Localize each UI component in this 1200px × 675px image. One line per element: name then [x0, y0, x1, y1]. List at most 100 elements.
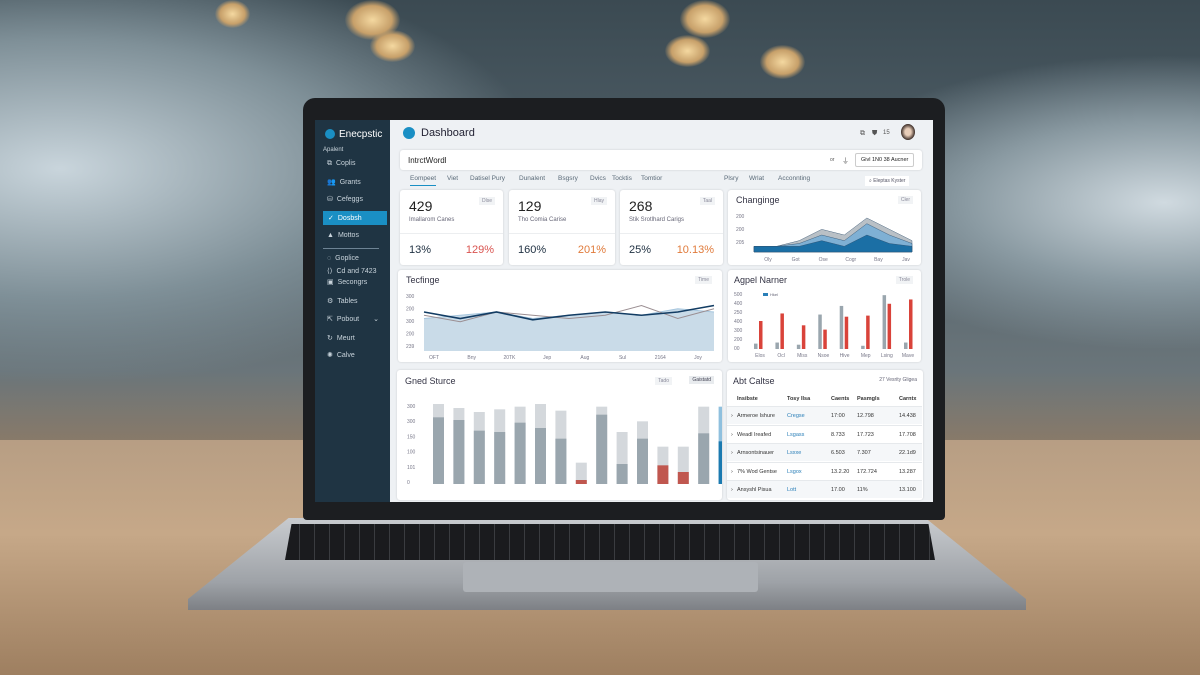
tab-wrlat[interactable]: Wrlat: [749, 175, 765, 182]
sidebar-item-tables[interactable]: ⚙ Tables: [327, 297, 358, 305]
sidebar-item-cd-and-7423[interactable]: ⟨⟩ Cd and 7423: [327, 267, 377, 275]
row-chevron-icon[interactable]: ›: [731, 468, 733, 475]
row-chevron-icon[interactable]: ›: [731, 413, 733, 419]
kpi-change: 201%: [577, 244, 606, 256]
kpi-percent: 160%: [518, 244, 547, 256]
table-row[interactable]: › Arnsontsinauer Lsxxe 6.503 7.307 22.1d9: [727, 443, 922, 461]
check-icon: ✓: [328, 215, 334, 222]
table-cell: Ansyshl Pisua: [737, 487, 772, 493]
card-chip[interactable]: Trole: [895, 276, 913, 284]
kpi-card[interactable]: 129 Tho Comia Carise Hlay 160% 201%: [509, 190, 615, 265]
card-chip[interactable]: Cler: [897, 196, 913, 204]
bar-total: [616, 432, 628, 484]
y-tick-label: 205: [736, 240, 745, 246]
x-tick-label: Miss: [797, 353, 808, 359]
line-series: [423, 304, 715, 323]
y-tick-label: 150: [407, 434, 416, 440]
filter-label: Eleptas: [873, 178, 890, 184]
card-title: Agpel Narner: [734, 275, 788, 285]
y-tick-label: 200: [736, 214, 745, 220]
copy-icon: ⧉: [327, 160, 332, 167]
sidebar-item-label: Mottos: [337, 232, 359, 239]
header-action-button[interactable]: Givl 1N0 38 Aucner: [855, 153, 915, 167]
gear-icon: ⚙: [327, 298, 334, 305]
avatar[interactable]: [901, 124, 915, 140]
card-subtitle: 27 Vesrity Gligea: [879, 377, 917, 383]
tab-plsry[interactable]: Plsry: [724, 175, 739, 182]
tab-viet[interactable]: Viet: [447, 175, 459, 182]
sidebar-item-label: Cd and 7423: [336, 268, 377, 275]
y-tick-label: 300: [734, 328, 743, 334]
bar-segment: [535, 428, 546, 484]
tab-dvics[interactable]: Dvics: [590, 175, 606, 182]
card-chip[interactable]: Time: [695, 276, 712, 284]
table-row[interactable]: › 7% Wod Gentse Lsgox 13.2.20 172.724 13.287: [727, 461, 922, 480]
sidebar-item-coplis[interactable]: ⧉ Coplis: [327, 160, 355, 168]
bar-segment: [637, 438, 648, 484]
tab-acconnting[interactable]: Acconnting: [778, 175, 811, 182]
table-cell: 7.307: [857, 450, 871, 456]
sidebar-item-label: Pobout: [336, 316, 360, 323]
kpi-percent: 25%: [629, 244, 652, 256]
sidebar-item-mottos[interactable]: ▲ Mottos: [323, 232, 379, 249]
y-tick-label: 300: [406, 319, 415, 325]
card-title: Abt Caltse: [733, 376, 775, 386]
search-bar[interactable]: IntrctWordl or ⏚ Givl 1N0 38 Aucner: [400, 150, 922, 170]
divider: [620, 233, 723, 234]
table-row[interactable]: › Ansyshl Pisua Lott 17.00 11% 13.100: [727, 480, 922, 498]
mic-icon[interactable]: ⏚: [842, 158, 849, 165]
column-header: Pasmgls: [857, 396, 880, 402]
tab-dunalent[interactable]: Dunalent: [519, 175, 546, 182]
kpi-change: 129%: [465, 244, 494, 256]
sidebar-item-pobout[interactable]: ⇱ Pobout ⌄: [327, 315, 379, 323]
bar-gray: [839, 305, 844, 349]
kpi-change: 10.13%: [676, 244, 714, 256]
tab-bsgsry[interactable]: Bsgsry: [558, 175, 578, 182]
row-chevron-icon[interactable]: ›: [731, 431, 733, 438]
tab-eompeet[interactable]: Eompeet: [410, 175, 437, 186]
kpi-card[interactable]: 429 Imallarom Canes Dlse 13% 129%: [400, 190, 503, 265]
row-chevron-icon[interactable]: ›: [731, 450, 733, 456]
search-input[interactable]: IntrctWordl: [408, 156, 447, 165]
filter-value: Kyster: [891, 178, 906, 184]
x-tick-label: Ocl: [777, 353, 785, 359]
stacked-action-button[interactable]: Gaistatd: [689, 376, 714, 384]
bar-total: [677, 446, 689, 484]
bar-gray: [904, 342, 908, 349]
chevron-down-icon: ⌄: [373, 316, 379, 323]
tab-tomtior[interactable]: Tomtior: [641, 175, 663, 182]
divider: [323, 248, 379, 249]
y-tick-label: 300: [406, 294, 415, 300]
filter-dropdown[interactable]: ⌕ Eleptas Kyster: [865, 176, 910, 186]
sidebar-item-goplice[interactable]: ◌ Goplice: [327, 255, 359, 262]
keyboard: [285, 524, 935, 560]
x-tick-label: Hive: [840, 353, 850, 359]
sidebar-item-cefeggs[interactable]: ⛁ Cefeggs: [327, 195, 363, 203]
kpi-card[interactable]: 268 Stik Srotlhard Carigs Taal 25% 10.13%: [620, 190, 723, 265]
bar-gray: [754, 343, 758, 349]
row-chevron-icon[interactable]: ›: [731, 487, 733, 493]
copy-icon[interactable]: ⧉: [860, 130, 865, 137]
sidebar-item-calve[interactable]: ✺ Calve: [327, 351, 355, 359]
y-tick-label: 400: [734, 319, 743, 325]
message-icon: ◌: [327, 255, 332, 262]
or-label: or: [830, 157, 835, 163]
bar-segment: [718, 441, 722, 484]
x-tick-label: Elos: [755, 353, 765, 359]
bar-gray: [818, 314, 822, 349]
table-row[interactable]: › Weadl Ireafed Lsgass 8.733 17.723 17.708: [727, 424, 922, 443]
sidebar-item-secongrs[interactable]: ▣ Secongrs: [327, 278, 367, 286]
bar-red: [909, 299, 913, 349]
tab-datisel-pury[interactable]: Datisel Pury: [470, 175, 506, 182]
sidebar-item-dosbsh[interactable]: ✓ Dosbsh: [323, 211, 387, 225]
notification-count[interactable]: 15: [883, 130, 890, 136]
page-title: Dashboard: [421, 127, 475, 139]
sidebar-item-label: Meurt: [336, 335, 355, 342]
tab-tocktis[interactable]: Tocktis: [612, 175, 632, 182]
sidebar-item-meurt[interactable]: ↻ Meurt: [327, 334, 355, 342]
table-row[interactable]: › Armeroe Ishure Cregse 17:00 12.798 14.438: [727, 406, 922, 424]
table-cell: Lsgass: [787, 431, 805, 438]
sidebar-item-grants[interactable]: 👥 Grants: [327, 178, 361, 186]
y-tick-label: 0: [407, 480, 410, 486]
shield-icon[interactable]: ⛊: [872, 130, 878, 137]
